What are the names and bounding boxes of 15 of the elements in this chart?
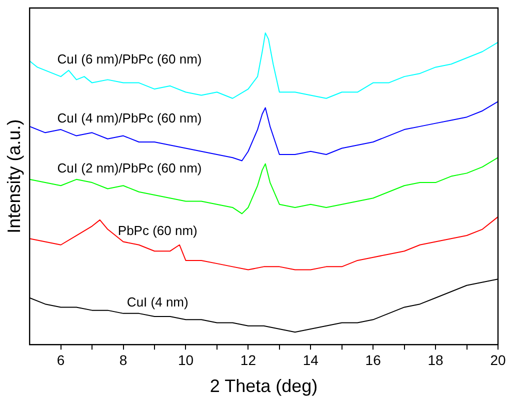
series-label: CuI (4 nm)/PbPc (60 nm) xyxy=(57,110,202,126)
x-axis-title: 2 Theta (deg) xyxy=(210,376,318,396)
x-tick-label: 14 xyxy=(302,352,319,368)
series-label: CuI (2 nm)/PbPc (60 nm) xyxy=(57,160,202,176)
x-tick-label: 10 xyxy=(178,352,194,368)
series-label: PbPc (60 nm) xyxy=(118,222,198,238)
x-tick-label: 16 xyxy=(365,352,382,368)
x-tick-label: 8 xyxy=(119,352,128,368)
series-label: CuI (4 nm) xyxy=(126,294,188,310)
x-tick-label: 20 xyxy=(490,352,506,368)
x-tick-label: 18 xyxy=(428,352,444,368)
x-tick-label: 6 xyxy=(56,352,65,368)
y-axis-title: Intensity (a.u.) xyxy=(4,119,24,234)
x-tick-label: 12 xyxy=(240,352,256,368)
series-label: CuI (6 nm)/PbPc (60 nm) xyxy=(57,51,202,66)
